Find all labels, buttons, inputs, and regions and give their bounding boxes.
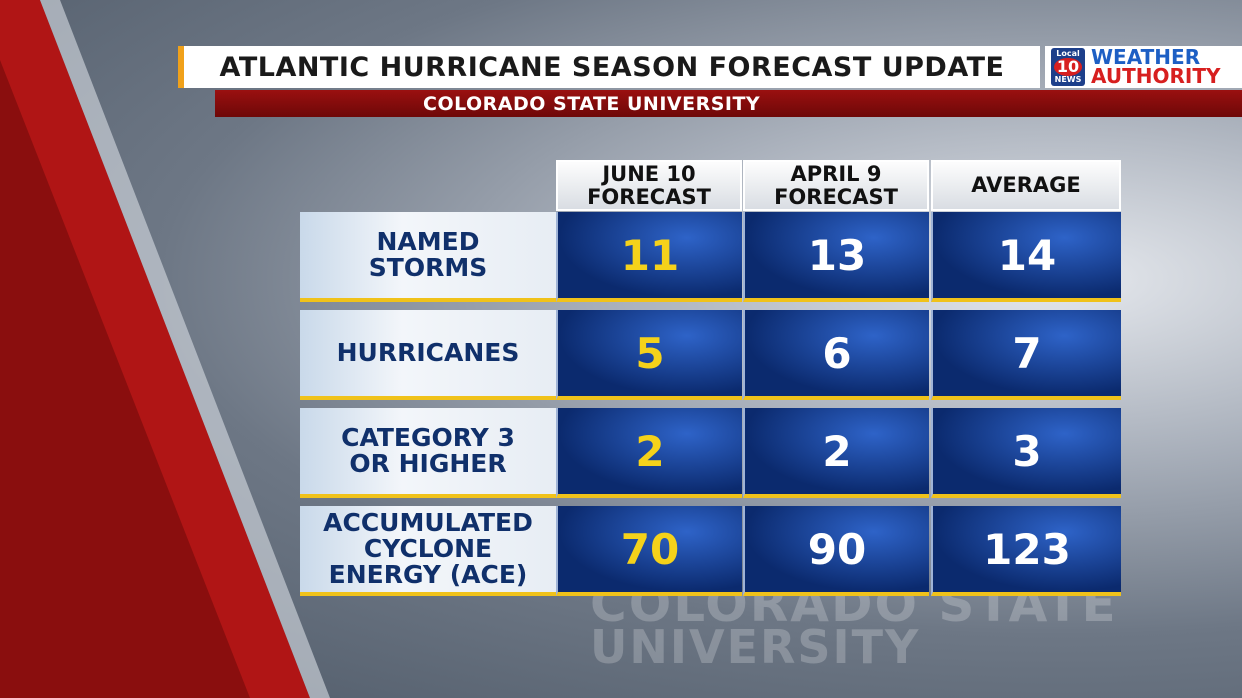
cell-value: 11 <box>556 212 742 302</box>
logo-text: 10 <box>1053 58 1083 76</box>
cell-value: 2 <box>743 408 929 498</box>
logo: Local 10 NEWS WEATHER AUTHORITY <box>1045 46 1242 88</box>
row-label: HURRICANES <box>300 310 556 400</box>
cell-value: 123 <box>931 506 1121 596</box>
cell-value: 6 <box>743 310 929 400</box>
logo-text: Local <box>1056 49 1080 58</box>
cell-value: 90 <box>743 506 929 596</box>
title: ATLANTIC HURRICANE SEASON FORECAST UPDAT… <box>219 51 1005 83</box>
brand-logo: WEATHER AUTHORITY <box>1091 45 1221 88</box>
row-label-text: ENERGY (ACE) <box>328 560 528 590</box>
cell-value: 7 <box>931 310 1121 400</box>
cell-value: 3 <box>931 408 1121 498</box>
title-bar: ATLANTIC HURRICANE SEASON FORECAST UPDAT… <box>178 46 1040 88</box>
station-logo: Local 10 NEWS <box>1051 48 1085 86</box>
column-header: AVERAGE <box>931 160 1121 211</box>
row-label-text: HURRICANES <box>336 337 520 367</box>
cell-value: 5 <box>556 310 742 400</box>
row-label: ACCUMULATED CYCLONE ENERGY (ACE) <box>300 506 556 596</box>
logo-text: WEATHER <box>1091 45 1201 69</box>
logo-text: NEWS <box>1054 75 1082 84</box>
watermark: UNIVERSITY <box>590 620 921 674</box>
column-header-text: APRIL 9 <box>790 162 882 187</box>
subtitle-bar: COLORADO STATE UNIVERSITY <box>215 90 1242 117</box>
column-header-text: FORECAST <box>587 184 711 209</box>
subtitle: COLORADO STATE UNIVERSITY <box>423 92 761 115</box>
logo-text: AUTHORITY <box>1091 64 1221 88</box>
row-label-text: NAMED <box>376 226 480 256</box>
row-label-text: CYCLONE <box>363 533 493 563</box>
row-label-text: STORMS <box>368 253 488 282</box>
cell-value: 14 <box>931 212 1121 302</box>
row-label: CATEGORY 3 OR HIGHER <box>300 408 556 498</box>
row-label-text: ACCUMULATED <box>323 507 533 537</box>
column-header-text: JUNE 10 <box>602 162 696 187</box>
row-label-text: OR HIGHER <box>349 449 507 478</box>
column-header: APRIL 9 FORECAST <box>743 160 929 211</box>
row-label: NAMED STORMS <box>300 212 556 302</box>
column-header-text: FORECAST <box>774 184 898 209</box>
column-header-text: AVERAGE <box>971 173 1081 198</box>
row-label-text: CATEGORY 3 <box>341 422 515 452</box>
column-header: JUNE 10 FORECAST <box>556 160 742 211</box>
cell-value: 13 <box>743 212 929 302</box>
cell-value: 70 <box>556 506 742 596</box>
cell-value: 2 <box>556 408 742 498</box>
